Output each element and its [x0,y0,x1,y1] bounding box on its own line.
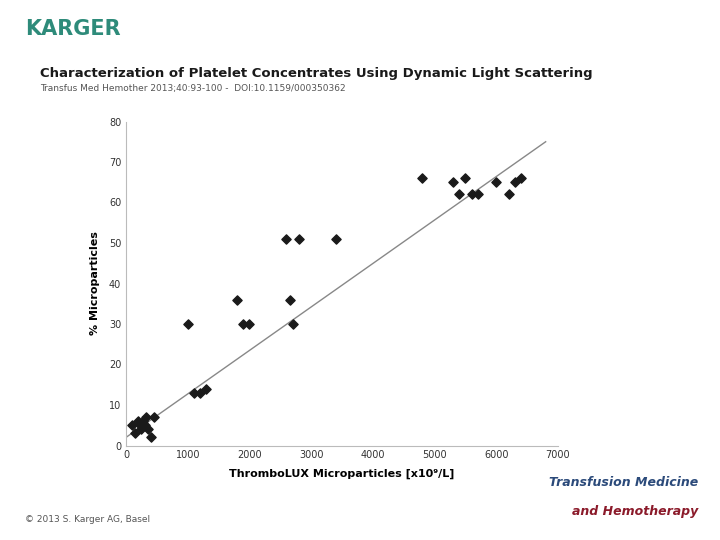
Point [148,413,160,421]
Point [459,174,471,183]
Text: and Hemotherapy: and Hemotherapy [572,505,698,518]
Y-axis label: % Microparticles: % Microparticles [91,232,100,335]
Point [509,178,521,187]
Point [466,190,477,199]
Point [138,417,149,426]
Point [194,389,206,397]
Text: Transfus Med Hemother 2013;40:93-100 -  DOI:10.1159/000350362: Transfus Med Hemother 2013;40:93-100 - D… [40,84,345,93]
Point [447,178,459,187]
Point [145,433,156,442]
Point [188,389,199,397]
Point [284,295,295,304]
Text: Characterization of Platelet Concentrates Using Dynamic Light Scattering: Characterization of Platelet Concentrate… [40,68,593,80]
X-axis label: ThromboLUX Microparticles [x10⁹/L]: ThromboLUX Microparticles [x10⁹/L] [229,469,455,479]
Point [238,320,249,328]
Text: Transfusion Medicine: Transfusion Medicine [549,476,698,489]
Point [132,417,144,426]
Point [416,174,428,183]
Point [490,178,502,187]
Point [454,190,465,199]
Point [182,320,194,328]
Point [243,320,255,328]
Text: © 2013 S. Karger AG, Basel: © 2013 S. Karger AG, Basel [25,515,150,524]
Point [140,413,151,421]
Point [281,235,292,244]
Point [142,425,153,434]
Point [139,421,150,430]
Point [472,190,484,199]
Point [127,421,138,430]
Text: KARGER: KARGER [25,19,121,39]
Point [135,425,147,434]
Point [134,421,145,430]
Point [516,174,527,183]
Point [330,235,341,244]
Point [200,384,212,393]
Point [293,235,305,244]
Point [231,295,243,304]
Point [287,320,298,328]
Point [503,190,514,199]
Point [130,429,141,437]
